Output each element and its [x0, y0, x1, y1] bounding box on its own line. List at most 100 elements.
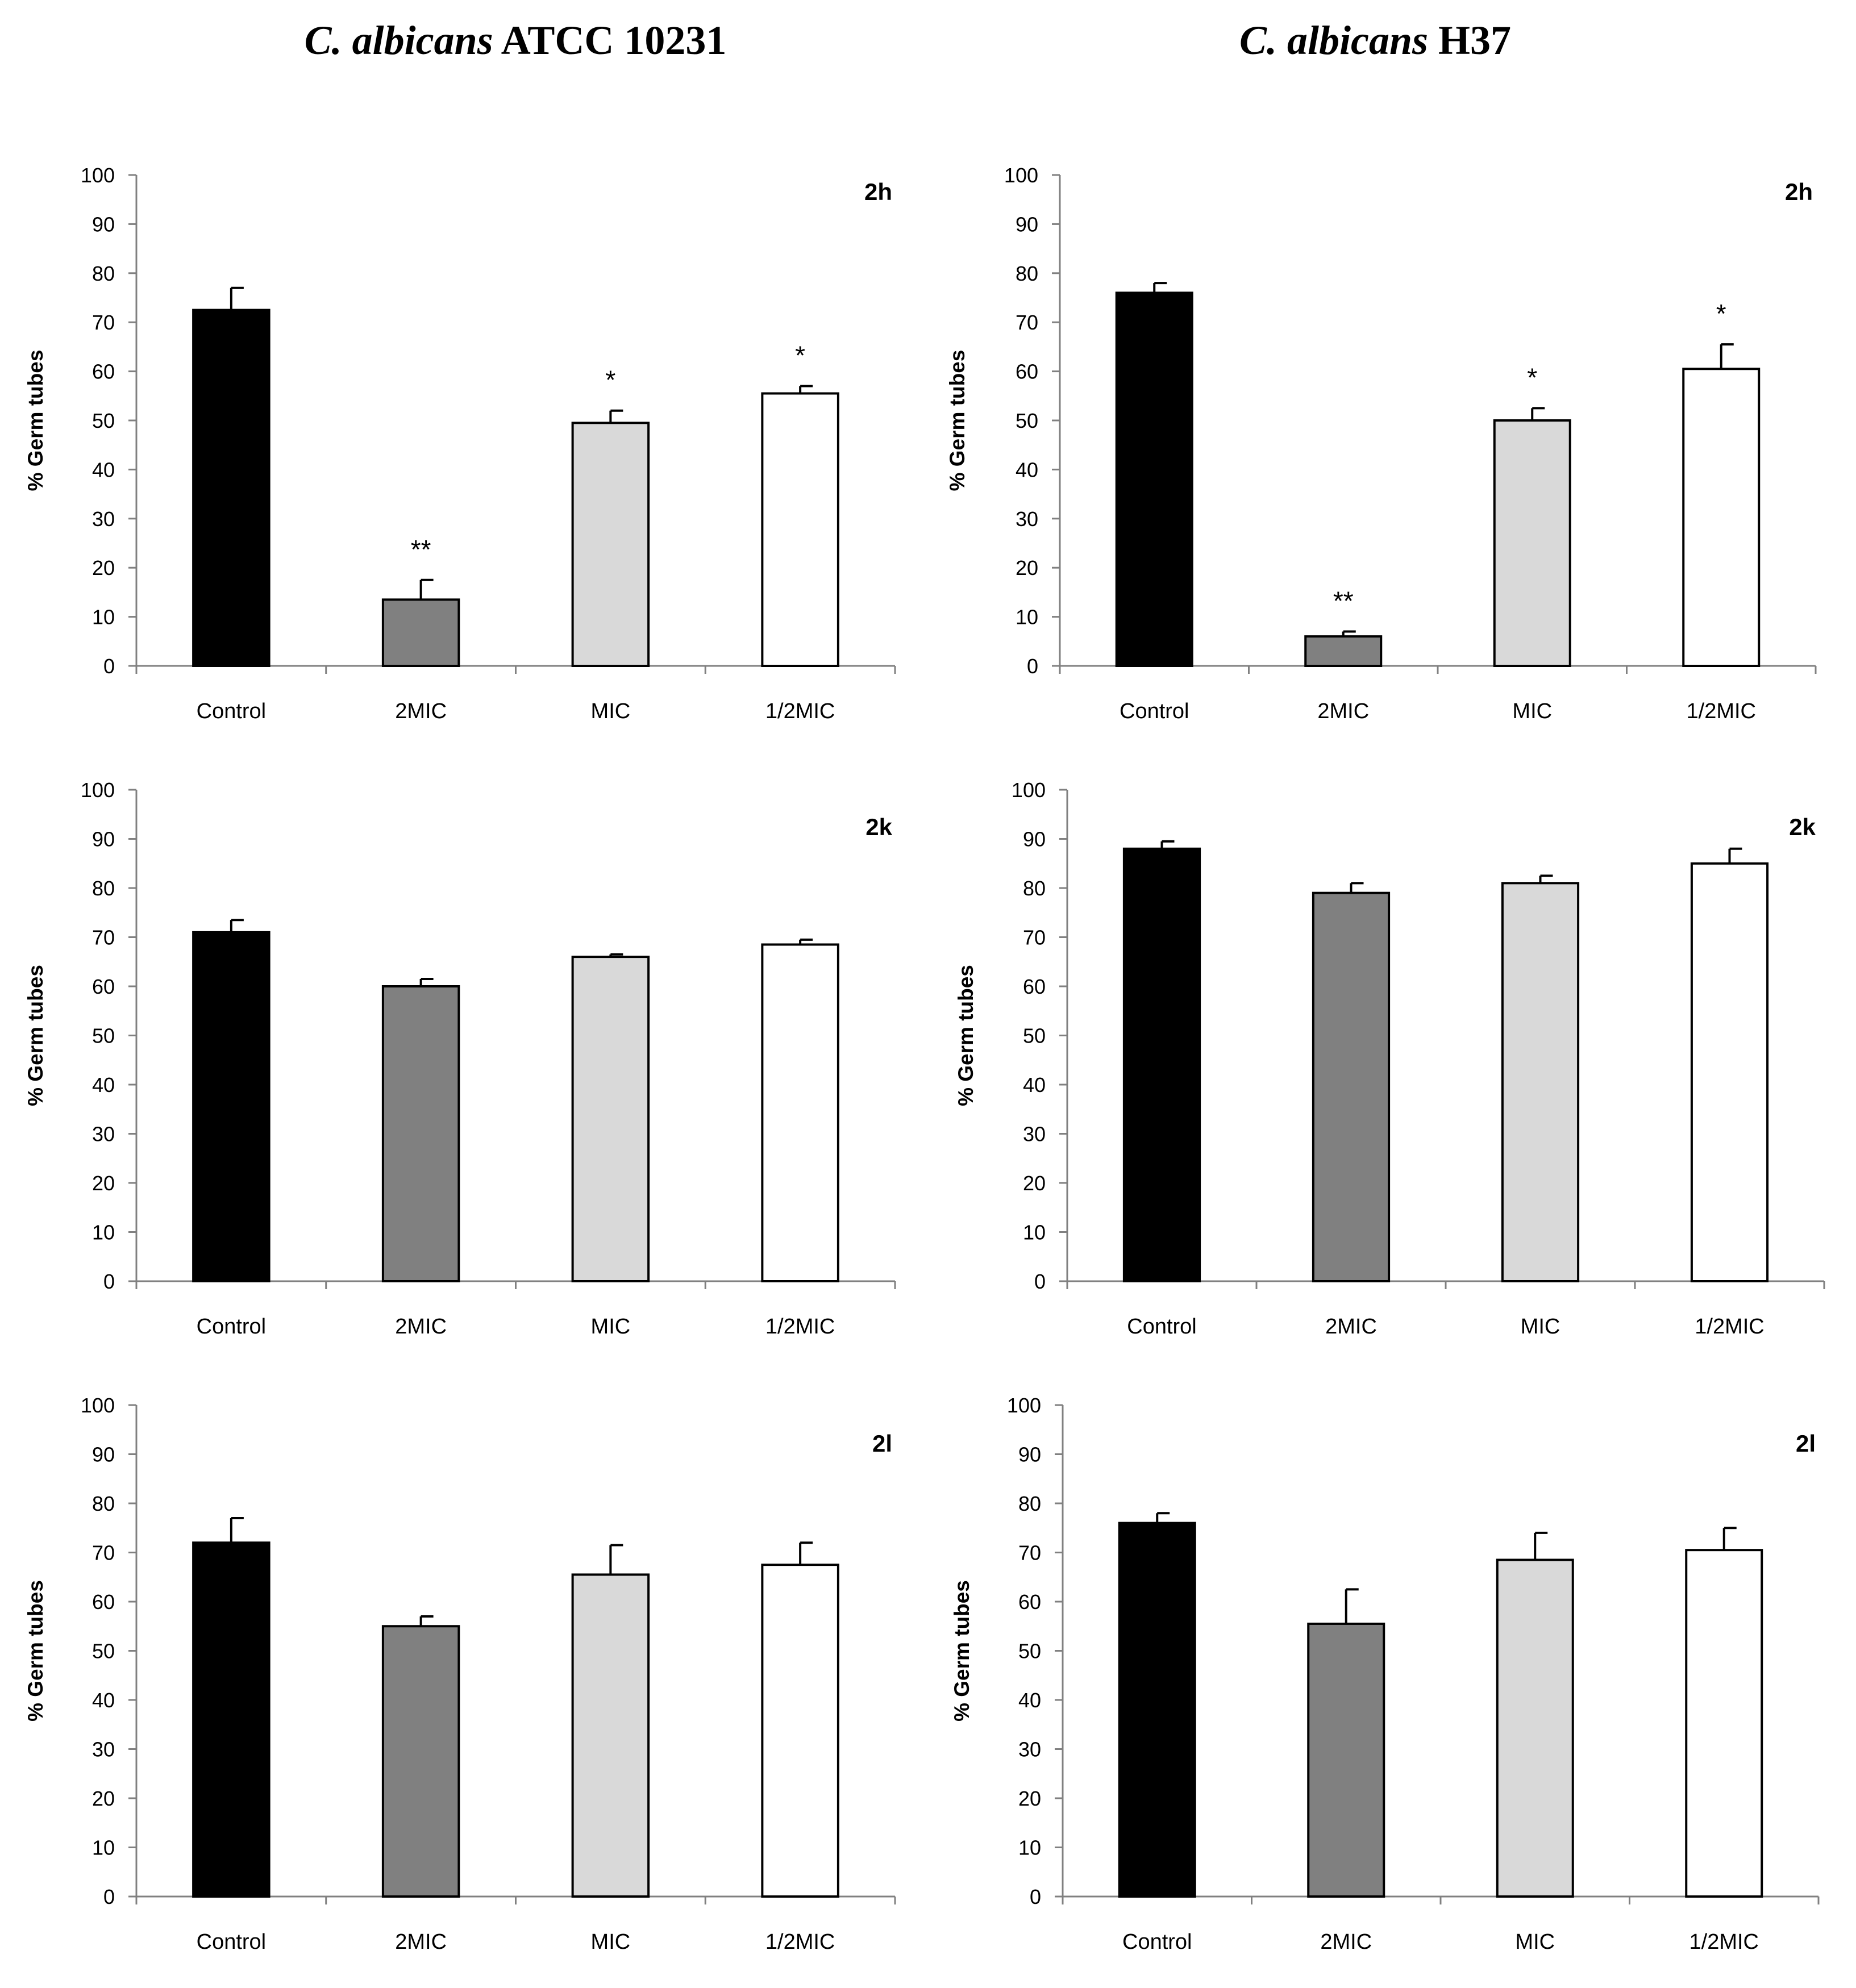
panel-1-category-label-4: 1/2MIC — [765, 699, 835, 723]
panel-5-y-tick-label: 90 — [92, 1443, 115, 1466]
panel-2-bar-4 — [1682, 368, 1761, 667]
panel-4-y-tick-label: 60 — [1023, 975, 1046, 998]
panel-3-bar-4 — [761, 943, 839, 1282]
panel-6-y-tick-label: 50 — [1018, 1640, 1041, 1663]
panel-1-y-tick-label: 30 — [92, 507, 115, 531]
panel-1-y-tick-label: 80 — [92, 262, 115, 285]
panel-6-bar-2 — [1307, 1622, 1385, 1898]
panel-2-significance-2: ** — [1333, 586, 1354, 616]
panel-3-category-label-2: 2MIC — [395, 1315, 447, 1339]
panel-4-category-label-4: 1/2MIC — [1695, 1315, 1764, 1339]
panel-6-y-tick-label: 100 — [1007, 1394, 1041, 1417]
panel-5-y-tick-label: 20 — [92, 1787, 115, 1810]
panel-2-y-axis-title: % Germ tubes — [946, 350, 969, 491]
panel-2-bar-3 — [1493, 419, 1571, 667]
panel-3-y-tick-label: 60 — [92, 975, 115, 998]
panel-3-y-tick-label: 100 — [81, 778, 115, 802]
panel-4-y-tick-label: 90 — [1023, 828, 1046, 851]
panel-6-y-tick-label: 90 — [1018, 1443, 1041, 1466]
panel-6-y-tick-label: 0 — [1030, 1885, 1041, 1908]
panel-1-y-tick-label: 40 — [92, 458, 115, 481]
panel-6-category-label-1: Control — [1122, 1930, 1192, 1954]
panel-2-y-tick-label: 60 — [1016, 360, 1038, 384]
panel-1-y-tick-label: 50 — [92, 409, 115, 432]
panel-1-bar-2 — [381, 598, 460, 667]
panel-1-category-label-1: Control — [197, 699, 267, 723]
panel-1-y-tick-label: 90 — [92, 212, 115, 236]
panel-6-bar-1 — [1118, 1522, 1196, 1898]
panel-5-y-axis-title: % Germ tubes — [24, 1580, 47, 1722]
panel-3-y-tick-label: 0 — [103, 1270, 115, 1293]
panel-2-category-label-2: 2MIC — [1317, 699, 1369, 723]
panel-1-y-axis-title: % Germ tubes — [24, 350, 47, 491]
panel-6-bar-4 — [1685, 1549, 1763, 1898]
panel-6-category-label-2: 2MIC — [1320, 1930, 1372, 1954]
panel-4-y-tick-label: 40 — [1023, 1073, 1046, 1097]
panel-4-compound-label: 2k — [1789, 814, 1816, 840]
panel-4-y-tick-label: 70 — [1023, 926, 1046, 949]
panel-3-y-tick-label: 70 — [92, 926, 115, 949]
panel-3-y-axis-title: % Germ tubes — [24, 965, 47, 1106]
panel-2-y-tick-label: 100 — [1004, 164, 1038, 187]
panel-2-y-tick-label: 90 — [1016, 212, 1038, 236]
panel-1-y-tick-label: 20 — [92, 556, 115, 580]
panel-4-y-tick-label: 80 — [1023, 877, 1046, 900]
panel-3-y-tick-label: 90 — [92, 828, 115, 851]
panel-1-y-tick-label: 0 — [103, 655, 115, 678]
panel-5-y-tick-label: 30 — [92, 1738, 115, 1761]
panel-5-category-label-4: 1/2MIC — [765, 1930, 835, 1954]
panel-3-category-label-4: 1/2MIC — [765, 1315, 835, 1339]
column-title-left-strain: ATCC 10231 — [493, 18, 727, 63]
panel-5-bar-2 — [381, 1625, 460, 1898]
panel-4-y-tick-label: 100 — [1012, 778, 1046, 802]
panel-5-category-label-2: 2MIC — [395, 1930, 447, 1954]
panel-1-category-label-3: MIC — [591, 699, 631, 723]
panel-3-category-label-1: Control — [197, 1315, 267, 1339]
panel-3-bar-2 — [381, 985, 460, 1282]
panel-1-significance-3: * — [605, 365, 615, 395]
panel-1-significance-4: * — [795, 341, 805, 370]
panel-2-y-tick-label: 10 — [1016, 606, 1038, 629]
panel-5-compound-label: 2l — [872, 1430, 892, 1457]
panel-2-y-tick-label: 50 — [1016, 409, 1038, 432]
panel-3-y-tick-label: 40 — [92, 1073, 115, 1097]
panel-4-y-tick-label: 0 — [1034, 1270, 1046, 1293]
panel-6-y-axis-title: % Germ tubes — [950, 1580, 973, 1722]
panel-3-compound-label: 2k — [865, 814, 892, 840]
column-title-right-italic: C. albicans — [1239, 18, 1429, 63]
panel-5-bar-1 — [192, 1541, 271, 1898]
panel-5-y-tick-label: 0 — [103, 1885, 115, 1908]
panel-2-y-tick-label: 0 — [1027, 655, 1038, 678]
panel-6-y-tick-label: 80 — [1018, 1492, 1041, 1515]
panel-6-y-tick-label: 30 — [1018, 1738, 1041, 1761]
panel-2-compound-label: 2h — [1785, 178, 1813, 205]
panel-6-y-tick-label: 20 — [1018, 1787, 1041, 1810]
panel-5-y-tick-label: 40 — [92, 1689, 115, 1712]
panel-1-bar-4 — [761, 392, 839, 667]
panel-4-bar-4 — [1690, 862, 1769, 1282]
panel-2-y-tick-label: 80 — [1016, 262, 1038, 285]
panel-1-significance-2: ** — [411, 535, 431, 564]
column-title-left: C. albicans ATCC 10231 — [305, 17, 727, 64]
panel-4-y-tick-label: 30 — [1023, 1123, 1046, 1146]
panel-4-y-axis-title: % Germ tubes — [954, 965, 977, 1106]
panel-4-y-tick-label: 50 — [1023, 1024, 1046, 1048]
panel-6-y-tick-label: 10 — [1018, 1836, 1041, 1860]
panel-4-bar-2 — [1312, 891, 1391, 1282]
panel-1-bar-3 — [571, 422, 650, 667]
panel-4-bar-1 — [1122, 847, 1201, 1283]
panel-3-y-tick-label: 20 — [92, 1172, 115, 1195]
panel-5-y-tick-label: 60 — [92, 1590, 115, 1614]
panel-1-category-label-2: 2MIC — [395, 699, 447, 723]
panel-4-category-label-1: Control — [1127, 1315, 1197, 1339]
column-title-left-italic: C. albicans — [304, 18, 493, 63]
panel-5-y-tick-label: 10 — [92, 1836, 115, 1860]
panel-6-y-tick-label: 40 — [1018, 1689, 1041, 1712]
panel-2-category-label-4: 1/2MIC — [1687, 699, 1756, 723]
panel-2-y-tick-label: 70 — [1016, 311, 1038, 334]
panel-3-y-tick-label: 80 — [92, 877, 115, 900]
panel-6-category-label-3: MIC — [1515, 1930, 1555, 1954]
panel-5-y-tick-label: 80 — [92, 1492, 115, 1515]
panel-4-category-label-2: 2MIC — [1325, 1315, 1377, 1339]
panel-2-significance-4: * — [1716, 299, 1726, 328]
